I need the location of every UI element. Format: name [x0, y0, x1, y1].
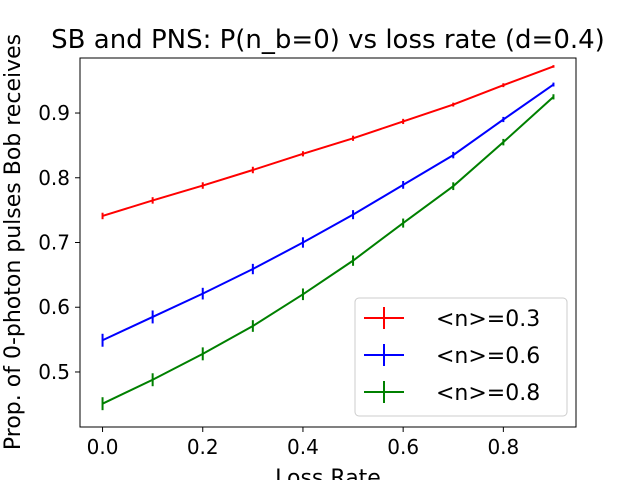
x-tick-label: 0.4 [287, 435, 319, 459]
legend-frame [354, 297, 568, 417]
y-tick-label: 0.9 [38, 101, 70, 125]
y-axis-ticks: 0.5 0.6 0.7 0.8 0.9 [38, 101, 80, 384]
series-line [102, 83, 555, 342]
legend-label: <n>=0.6 [436, 344, 540, 369]
x-axis-label: Loss Rate [275, 466, 381, 480]
y-axis-label: Prop. of 0-photon pulses Bob receives [1, 34, 26, 450]
y-tick-label: 0.8 [38, 166, 70, 190]
y-tick-label: 0.5 [38, 360, 70, 384]
legend: <n>=0.3 <n>=0.6 <n>=0.8 [354, 297, 568, 417]
x-tick-label: 0.6 [387, 435, 419, 459]
series-3 [101, 94, 555, 411]
chart-title: SB and PNS: P(n_b=0) vs loss rate (d=0.4… [51, 25, 605, 55]
legend-entry: <n>=0.3 [364, 307, 540, 332]
series-line [102, 65, 554, 217]
series-2 [101, 82, 555, 347]
x-tick-label: 0.8 [487, 435, 519, 459]
legend-label: <n>=0.8 [436, 381, 540, 406]
series-layer [101, 65, 555, 411]
series-1 [101, 65, 555, 220]
legend-entry: <n>=0.8 [364, 381, 540, 406]
series-line [102, 96, 555, 405]
legend-entry: <n>=0.6 [364, 344, 540, 369]
x-tick-label: 0.0 [87, 435, 119, 459]
y-tick-label: 0.6 [38, 295, 70, 319]
y-tick-label: 0.7 [38, 231, 70, 255]
x-axis-ticks: 0.0 0.2 0.4 0.6 0.8 [87, 427, 519, 459]
x-tick-label: 0.2 [187, 435, 219, 459]
legend-label: <n>=0.3 [436, 307, 540, 332]
